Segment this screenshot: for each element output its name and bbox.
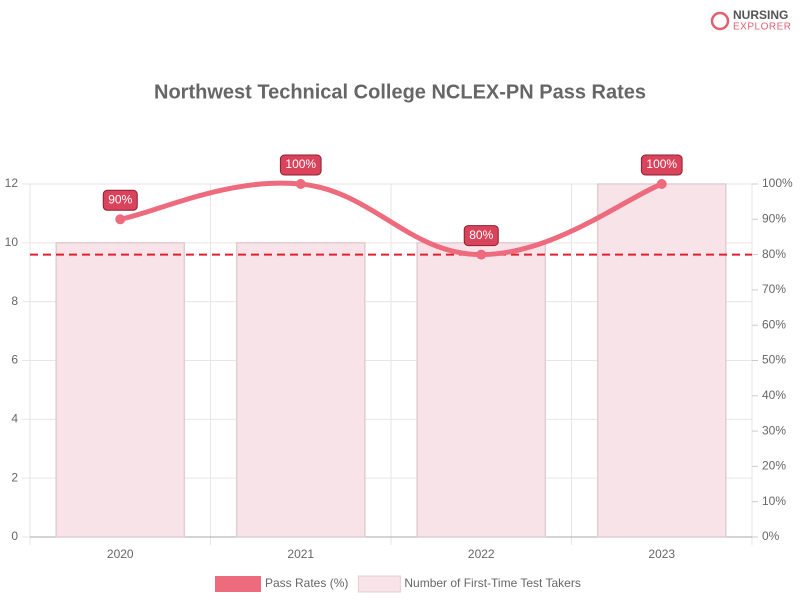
y2-tick-label: 80%: [762, 247, 786, 261]
value-label: 80%: [463, 225, 499, 247]
x-tick-label: 2022: [468, 547, 495, 561]
y-tick-label: 4: [11, 412, 18, 426]
logo: NURSING EXPLORER: [710, 8, 791, 33]
logo-text: EXPLORER: [733, 22, 791, 33]
bar: [416, 242, 547, 538]
legend-label: Pass Rates (%): [265, 576, 348, 590]
value-label-box: [279, 154, 322, 176]
point: [476, 249, 487, 260]
y2-tick-label: 30%: [762, 423, 786, 437]
y2-tick-label: 100%: [762, 176, 793, 190]
y2-tick-label: 40%: [762, 388, 786, 402]
y2-tick-label: 10%: [762, 494, 786, 508]
value-label-text: 100%: [646, 157, 677, 171]
y2-tick-label: 50%: [762, 353, 786, 367]
legend-swatch: [215, 576, 261, 592]
chart-title: Northwest Technical College NCLEX-PN Pas…: [154, 81, 646, 103]
point: [656, 179, 667, 189]
y2-tick-label: 0%: [762, 529, 780, 543]
x-tick-label: 2021: [287, 547, 314, 561]
y-tick-label: 0: [11, 529, 18, 543]
legend-swatch: [357, 575, 401, 593]
bar: [596, 183, 727, 538]
value-label: 100%: [640, 154, 683, 176]
x-tick-label: 2020: [107, 547, 134, 561]
point: [115, 214, 126, 225]
value-label-box: [640, 154, 683, 176]
y2-tick-label: 90%: [762, 211, 786, 225]
y-tick-label: 2: [11, 470, 18, 484]
logo-text: NURSING: [733, 8, 788, 22]
y-tick-label: 6: [11, 353, 18, 367]
bar: [235, 242, 366, 538]
point: [295, 179, 306, 189]
legend-label: Number of First-Time Test Takers: [404, 576, 580, 590]
value-label-text: 100%: [285, 157, 316, 171]
y2-tick-label: 70%: [762, 282, 786, 296]
line: [119, 180, 663, 258]
y2-tick-label: 60%: [762, 317, 786, 331]
value-label: 90%: [102, 189, 138, 211]
value-label-text: 80%: [469, 228, 493, 242]
y-tick-label: 10: [5, 235, 19, 249]
x-tick-label: 2023: [648, 547, 675, 561]
value-label: 100%: [279, 154, 322, 176]
value-label-box: [102, 189, 138, 211]
y-tick-label: 8: [11, 294, 18, 308]
value-label-box: [463, 225, 499, 247]
value-label-text: 90%: [108, 192, 132, 206]
bar: [55, 242, 186, 538]
y-tick-label: 12: [5, 176, 19, 190]
y2-tick-label: 20%: [762, 459, 786, 473]
logo-icon: [710, 11, 730, 31]
